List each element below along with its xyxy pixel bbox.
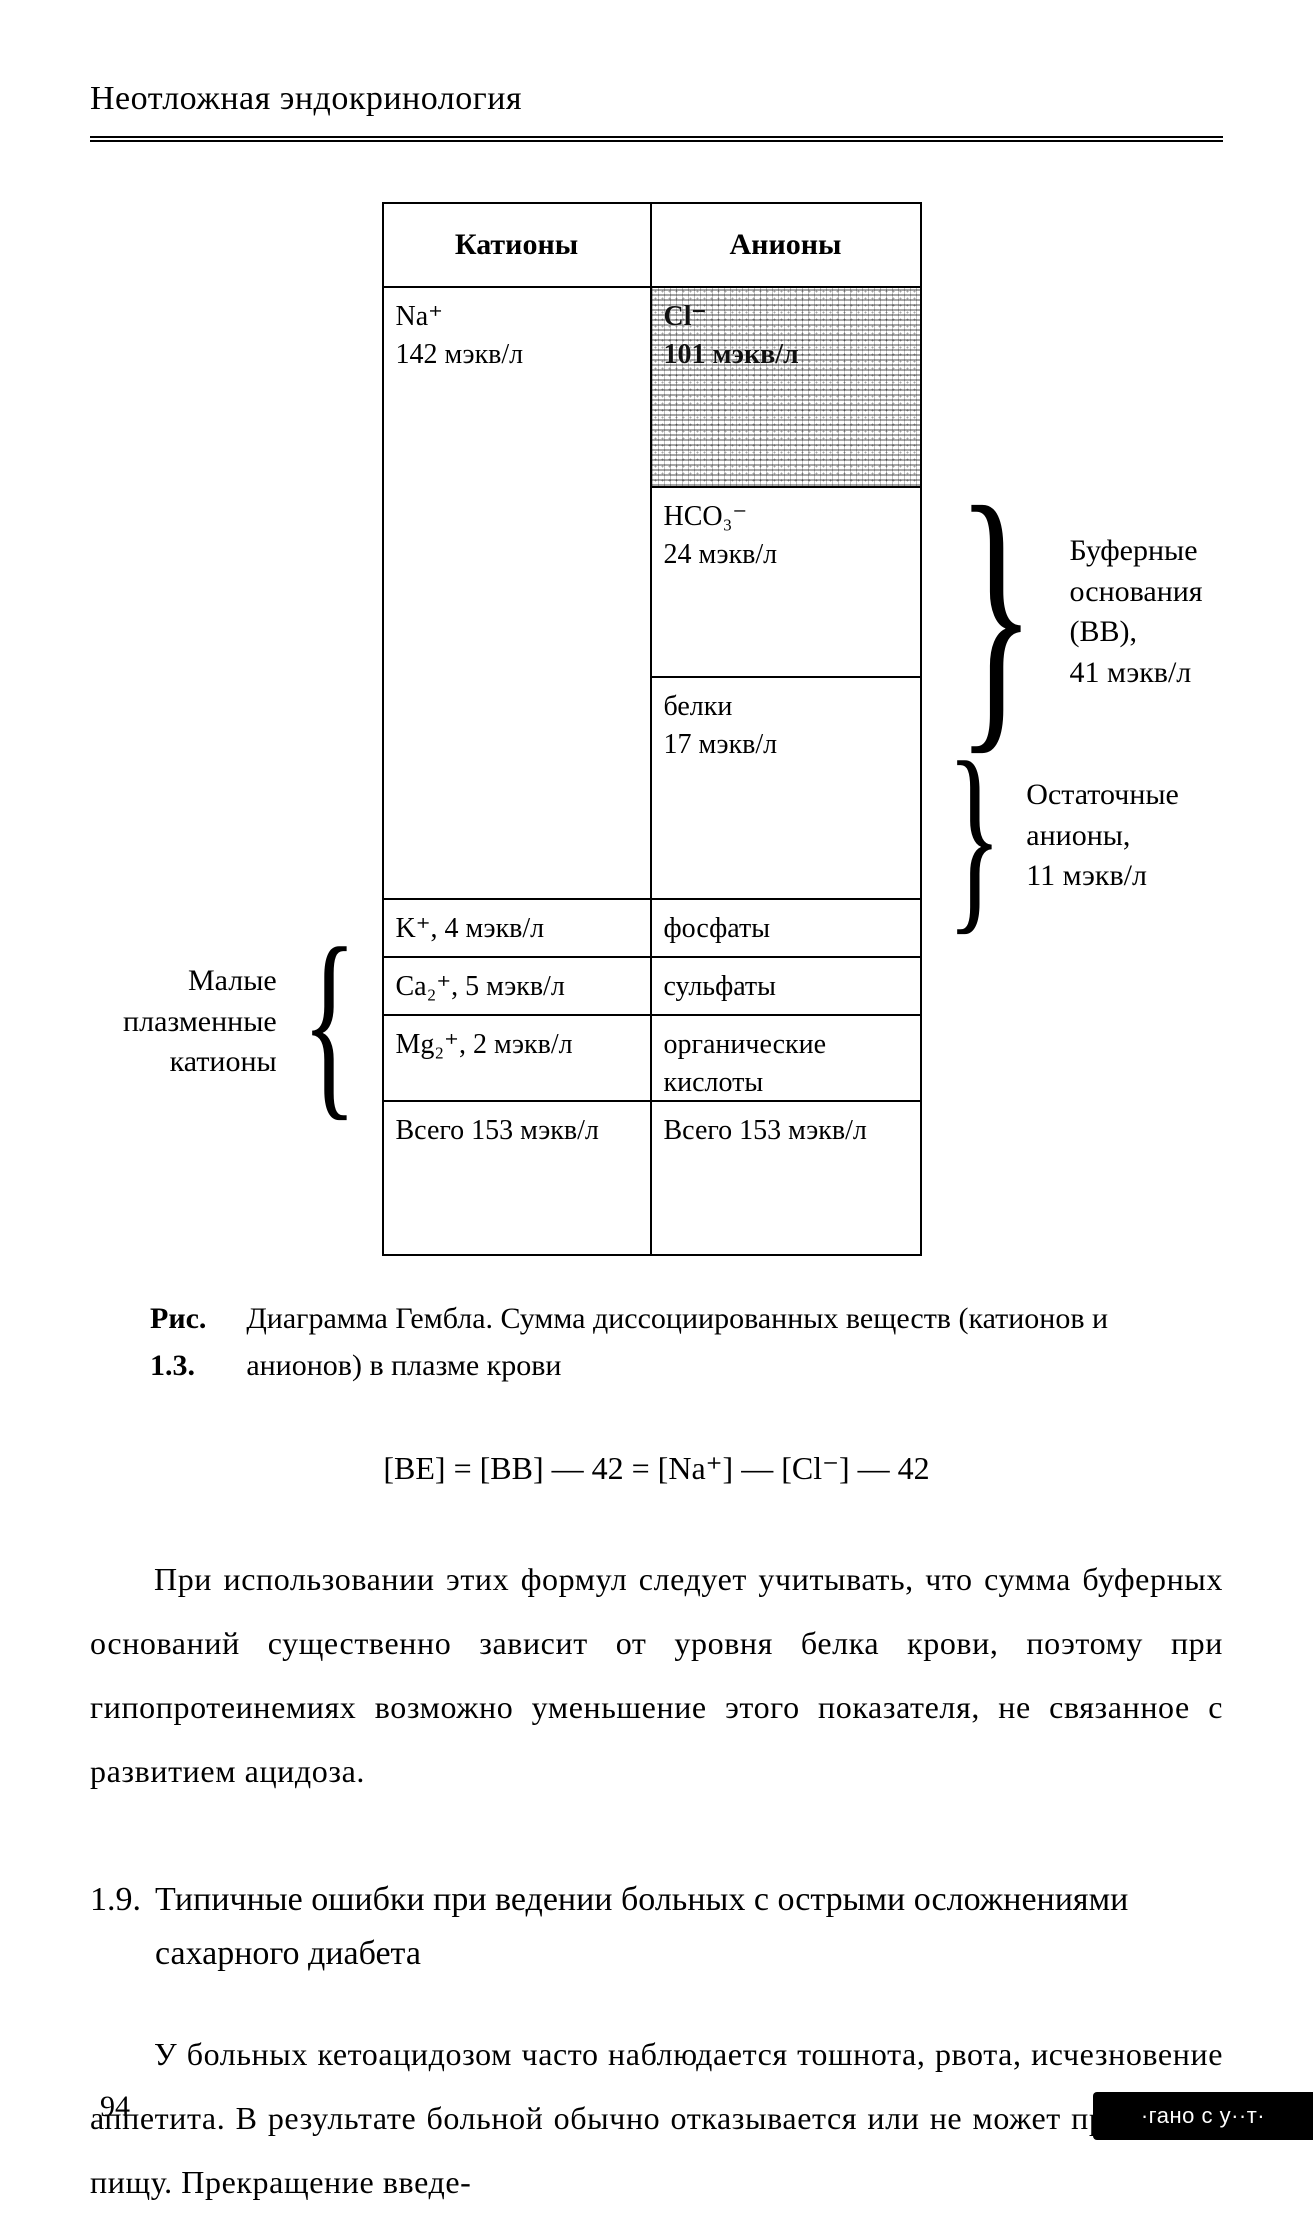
cell-cl: Cl⁻ 101 мэкв/л xyxy=(652,288,920,488)
section-title: Типичные ошибки при ведении больных с ос… xyxy=(155,1873,1223,1982)
caption-text: Диаграмма Гембла. Сумма диссоциированных… xyxy=(246,1296,1163,1389)
cation-column: Катионы Na⁺ 142 мэкв/л K⁺, 4 мэкв/л Ca₂⁺… xyxy=(382,202,652,1256)
cell-cation-total: Всего 153 мэкв/л xyxy=(384,1102,650,1254)
cell-na: Na⁺ 142 мэкв/л xyxy=(384,288,650,900)
right-annotation: } Буферные основания (BB), 41 мэкв/л } О… xyxy=(922,202,1182,920)
brace-right-top-icon: } xyxy=(955,492,1036,732)
paragraph-2: У больных кетоацидозом часто наблюдается… xyxy=(90,2022,1223,2214)
left-annotation: Малые плазменные катионы { xyxy=(132,202,382,1106)
section-heading: 1.9. Типичные ошибки при ведении больных… xyxy=(90,1873,1223,1982)
brace-right-bot-icon: } xyxy=(945,752,1003,920)
cell-hco3: HCO₃⁻ 24 мэкв/л xyxy=(652,488,920,678)
brace-left-icon: { xyxy=(300,938,358,1106)
buffer-bases-label: Буферные основания (BB), 41 мэкв/л xyxy=(1070,531,1203,693)
cell-k: K⁺, 4 мэкв/л xyxy=(384,900,650,958)
figure-caption: Рис. 1.3. Диаграмма Гембла. Сумма диссоц… xyxy=(150,1296,1163,1389)
cell-organic: органические кислоты xyxy=(652,1016,920,1102)
cell-phosphate: фосфаты xyxy=(652,900,920,958)
anion-column: Анионы Cl⁻ 101 мэкв/л HCO₃⁻ 24 мэкв/л бе… xyxy=(652,202,922,1256)
cell-sulfate: сульфаты xyxy=(652,958,920,1016)
formula-be: [BE] = [BB] — 42 = [Na⁺] — [Cl⁻] — 42 xyxy=(90,1449,1223,1487)
cell-mg: Mg₂⁺, 2 мэкв/л xyxy=(384,1016,650,1102)
paragraph-1: При использовании этих формул следует уч… xyxy=(90,1547,1223,1803)
running-head: Неотложная эндокринология xyxy=(90,80,1223,142)
residual-anions-label: Остаточные анионы, 11 мэкв/л xyxy=(1026,775,1179,897)
gamble-diagram: Малые плазменные катионы { Катионы Na⁺ 1… xyxy=(90,202,1223,1256)
cell-anion-total: Всего 153 мэкв/л xyxy=(652,1102,920,1254)
cell-ca: Ca₂⁺, 5 мэкв/л xyxy=(384,958,650,1016)
cation-header: Катионы xyxy=(384,204,650,288)
page-number: 94 xyxy=(100,2090,130,2124)
cell-protein: белки 17 мэкв/л xyxy=(652,678,920,900)
scan-artifact: ·гано с у··т· xyxy=(1093,2092,1313,2140)
ion-table: Катионы Na⁺ 142 мэкв/л K⁺, 4 мэкв/л Ca₂⁺… xyxy=(382,202,922,1256)
small-plasma-cations-label: Малые плазменные катионы xyxy=(123,961,277,1083)
anion-header: Анионы xyxy=(652,204,920,288)
caption-label: Рис. 1.3. xyxy=(150,1296,234,1389)
section-number: 1.9. xyxy=(90,1873,141,1982)
